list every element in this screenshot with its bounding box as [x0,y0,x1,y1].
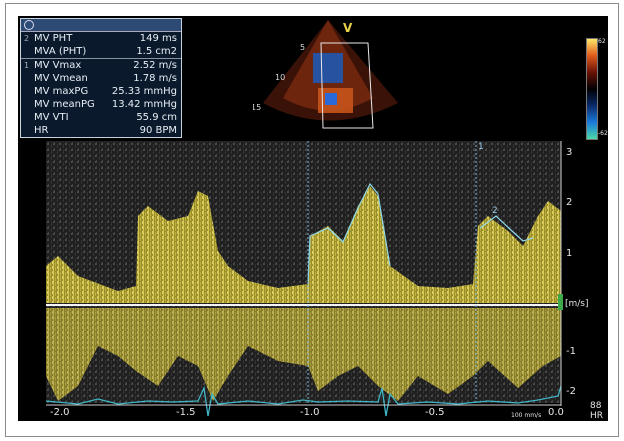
measurement-row: MV meanPG 13.42 mmHg [21,98,181,111]
row-index [24,124,34,137]
time-tick-minus-0-5: -0.5 [425,407,445,418]
velocity-tick-2: 2 [566,197,573,208]
doppler-spectrum [45,141,562,417]
measurement-row: MV VTI 55.9 cm [21,111,181,124]
measurement-row: MVA (PHT) 1.5 cm2 [21,45,181,58]
row-index: 2 [24,34,30,43]
measurement-panel: 2 MV PHT 149 ms MVA (PHT) 1.5 cm2 1 MV Vmax 2… [20,18,182,138]
row-label: MV Vmax [34,60,82,71]
sweep-speed: 100 mm/s [511,412,542,419]
row-value: 1.78 m/s [133,73,177,84]
row-label: MVA (PHT) [34,46,87,57]
row-value: 1.5 cm2 [136,46,177,57]
row-index [24,98,34,111]
row-value: 13.42 mmHg [111,99,177,110]
trace-marker-1: 1 [478,142,484,152]
figure-frame: V 5 10 15 62 -62 3 2 1 [m/s] -1 -2 1 2 -… [5,3,619,437]
velocity-tick-1: 1 [566,248,573,259]
velocity-tick-neg-1: -1 [566,346,576,357]
trace-marker-2: 2 [492,206,498,216]
time-tick-0: 0.0 [548,407,564,418]
hr-label: HR [590,411,604,421]
row-label: MV meanPG [34,99,95,110]
row-index [24,111,34,124]
echo-marker-v: V [343,21,353,35]
row-value: 2.52 m/s [133,60,177,71]
color-bar-top-label: 62 [598,38,606,45]
row-label: MV maxPG [34,86,89,97]
hr-value: 88 [590,401,602,411]
row-value: 149 ms [139,33,177,44]
row-value: 90 BPM [139,125,177,136]
depth-label-5: 5 [300,43,305,52]
time-tick-minus-1-5: -1.5 [176,407,196,418]
measurement-row: MV maxPG 25.33 mmHg [21,85,181,98]
time-tick-minus-1: -1.0 [300,407,320,418]
row-index [24,85,34,98]
measurement-divider [21,58,181,59]
velocity-trace [307,182,391,285]
flow-envelope-1 [46,186,561,303]
color-bar [586,38,598,140]
flow-envelope-negative [46,308,561,401]
row-index [24,72,34,85]
time-tick-minus-2: -2.0 [50,407,70,418]
row-index [24,45,34,58]
circle-icon[interactable] [24,20,34,30]
measurement-row: HR 90 BPM [21,124,181,137]
row-label: MV Vmean [34,73,88,84]
measurement-panel-header[interactable] [21,19,181,32]
row-value: 55.9 cm [136,112,177,123]
echo-sector-image: V 5 10 15 [253,20,398,129]
color-bar-bottom-label: -62 [598,130,608,137]
velocity-tick-neg-2: -2 [566,386,576,397]
row-label: MV VTI [34,112,69,123]
velocity-trace-2 [479,215,534,242]
ecg-trace [45,385,562,417]
velocity-scale-marker[interactable] [558,294,563,310]
depth-label-15: 15 [253,103,261,112]
row-label: HR [34,125,49,136]
row-value: 25.33 mmHg [111,86,177,97]
ultrasound-screen: V 5 10 15 62 -62 3 2 1 [m/s] -1 -2 1 2 -… [18,16,608,421]
measurement-row: 1 MV Vmax 2.52 m/s [21,59,181,72]
measurement-row: 2 MV PHT 149 ms [21,32,181,45]
measurement-row: MV Vmean 1.78 m/s [21,72,181,85]
velocity-unit: [m/s] [565,299,589,309]
depth-label-10: 10 [275,73,285,82]
row-index: 1 [24,61,30,70]
velocity-tick-3: 3 [566,147,573,158]
row-label: MV PHT [34,33,73,44]
